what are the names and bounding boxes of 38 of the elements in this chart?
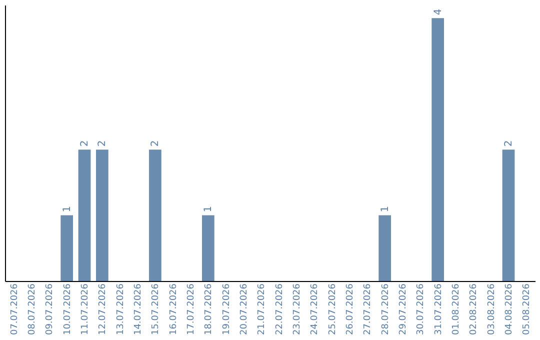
x-tick-label: 10.07.2026 <box>62 283 73 336</box>
x-tick-label: 25.07.2026 <box>328 283 338 336</box>
data-label: 1 <box>203 206 214 212</box>
x-tick-label: 16.07.2026 <box>168 283 179 336</box>
data-label: 2 <box>150 140 162 147</box>
data-label: 2 <box>80 140 90 147</box>
x-tick-label: 09.07.2026 <box>45 283 56 336</box>
x-tick-label: 03.08.2026 <box>486 283 497 336</box>
x-tick-label: 31.07.2026 <box>434 283 444 336</box>
x-tick-label: 30.07.2026 <box>416 283 426 336</box>
x-tick-label: 13.07.2026 <box>116 283 126 336</box>
x-tick-label: 08.07.2026 <box>28 283 38 336</box>
x-tick-label: 19.07.2026 <box>222 283 232 336</box>
x-tick-label: 22.07.2026 <box>274 283 285 336</box>
x-tick-label: 05.08.2026 <box>522 283 532 336</box>
data-label: 1 <box>380 206 391 212</box>
x-tick-label: 01.08.2026 <box>452 283 462 336</box>
x-tick-label: 12.07.2026 <box>98 283 108 336</box>
data-label: 2 <box>504 140 514 147</box>
x-tick-label: 17.07.2026 <box>186 283 196 336</box>
x-tick-label: 27.07.2026 <box>363 283 374 336</box>
x-tick-label: 21.07.2026 <box>257 283 268 336</box>
x-tick-label: 23.07.2026 <box>292 283 302 336</box>
x-tick-label: 24.07.2026 <box>310 283 320 336</box>
x-tick-label: 07.07.2026 <box>10 283 20 336</box>
x-tick-label: 29.07.2026 <box>398 283 408 336</box>
x-tick-label: 04.08.2026 <box>504 283 514 336</box>
x-tick-label: 15.07.2026 <box>151 283 162 336</box>
x-tick-label: 02.08.2026 <box>469 283 480 336</box>
data-label: 1 <box>62 206 73 212</box>
data-label: 4 <box>432 8 444 16</box>
data-label: 2 <box>97 140 108 147</box>
x-tick-label: 20.07.2026 <box>240 283 250 336</box>
x-tick-label: 14.07.2026 <box>134 283 144 336</box>
x-tick-label: 26.07.2026 <box>346 283 356 336</box>
x-tick-label: 18.07.2026 <box>204 283 214 336</box>
x-tick-label: 11.07.2026 <box>80 283 90 336</box>
x-tick-label: 28.07.2026 <box>380 283 391 336</box>
